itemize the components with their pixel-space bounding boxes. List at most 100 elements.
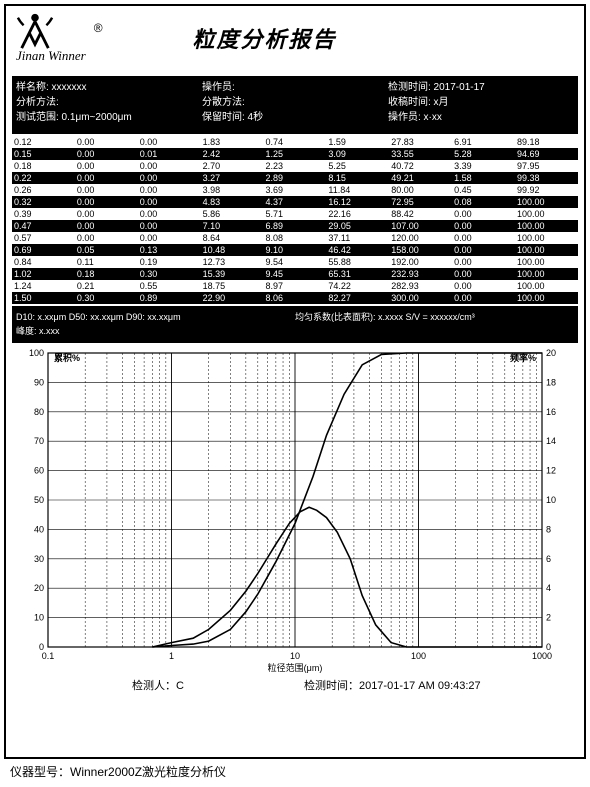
- info-line: 操作员: x·xx: [388, 110, 574, 125]
- table-cell: 120.00: [389, 232, 452, 244]
- table-cell: 5.28: [452, 148, 515, 160]
- table-row: 0.150.000.012.421.253.0933.555.2894.69: [12, 148, 578, 160]
- time-label: 检测时间：: [304, 680, 359, 692]
- brand-text: Jinan Winner: [16, 48, 86, 64]
- svg-text:1: 1: [169, 651, 174, 661]
- info-line: 操作员:: [202, 80, 388, 95]
- table-cell: 100.00: [515, 196, 578, 208]
- svg-text:20: 20: [34, 583, 44, 593]
- svg-text:20: 20: [546, 348, 556, 358]
- table-row: 0.840.110.1912.739.5455.88192.000.00100.…: [12, 256, 578, 268]
- table-cell: 2.70: [201, 160, 264, 172]
- info-col-3: 检测时间: 2017-01-17 收稿时间: x月 操作员: x·xx: [388, 80, 574, 130]
- info-line: 收稿时间: x月: [388, 95, 574, 110]
- info-col-1: 样名称: xxxxxxx 分析方法: 测试范围: 0.1μm~2000μm: [16, 80, 202, 130]
- table-cell: 0.18: [12, 160, 75, 172]
- svg-text:粒径范围(μm): 粒径范围(μm): [268, 662, 323, 673]
- footer-meta: 检测人：C 检测时间：2017-01-17 AM 09:43:27: [12, 677, 578, 693]
- table-cell: 0.05: [75, 244, 138, 256]
- table-cell: 1.50: [12, 292, 75, 304]
- table-cell: 300.00: [389, 292, 452, 304]
- table-cell: 88.42: [389, 208, 452, 220]
- table-cell: 0.00: [452, 256, 515, 268]
- table-cell: 22.90: [201, 292, 264, 304]
- table-cell: 282.93: [389, 280, 452, 292]
- table-cell: 0.32: [12, 196, 75, 208]
- registered-mark: ®: [94, 21, 103, 35]
- table-cell: 100.00: [515, 220, 578, 232]
- table-cell: 0.00: [75, 160, 138, 172]
- instrument-line: 仪器型号：Winner2000Z激光粒度分析仪: [10, 763, 580, 780]
- report-title: 粒度分析报告: [193, 22, 337, 54]
- table-cell: 99.92: [515, 184, 578, 196]
- table-cell: 80.00: [389, 184, 452, 196]
- table-row: 0.260.000.003.983.6911.8480.000.4599.92: [12, 184, 578, 196]
- table-row: 1.240.210.5518.758.9774.22282.930.00100.…: [12, 280, 578, 292]
- svg-text:16: 16: [546, 407, 556, 417]
- svg-text:10: 10: [546, 495, 556, 505]
- table-cell: 0.39: [12, 208, 75, 220]
- table-cell: 100.00: [515, 244, 578, 256]
- report-header: Jinan Winner ® 粒度分析报告: [6, 6, 584, 70]
- table-cell: 49.21: [389, 172, 452, 184]
- table-cell: 192.00: [389, 256, 452, 268]
- info-bar: 样名称: xxxxxxx 分析方法: 测试范围: 0.1μm~2000μm 操作…: [12, 76, 578, 134]
- svg-text:2: 2: [546, 612, 551, 622]
- summary-line: 峰度: x.xxx: [16, 324, 295, 338]
- table-cell: 97.95: [515, 160, 578, 172]
- info-col-2: 操作员: 分散方法: 保留时间: 4秒: [202, 80, 388, 130]
- svg-text:1000: 1000: [532, 651, 552, 661]
- table-cell: 0.00: [75, 148, 138, 160]
- table-row: 0.120.000.001.830.741.5927.836.9189.18: [12, 136, 578, 148]
- table-cell: 33.55: [389, 148, 452, 160]
- svg-text:12: 12: [546, 465, 556, 475]
- table-cell: 9.10: [264, 244, 327, 256]
- svg-text:6: 6: [546, 554, 551, 564]
- table-cell: 0.57: [12, 232, 75, 244]
- table-cell: 0.00: [452, 244, 515, 256]
- svg-text:18: 18: [546, 377, 556, 387]
- svg-text:14: 14: [546, 436, 556, 446]
- table-cell: 0.30: [138, 268, 201, 280]
- summary-line: 均匀系数(比表面积): x.xxxx S/V = xxxxxx/cm³: [295, 310, 574, 324]
- instrument-label: 仪器型号：: [10, 765, 70, 779]
- table-cell: 0.00: [452, 208, 515, 220]
- table-cell: 8.15: [326, 172, 389, 184]
- table-cell: 10.48: [201, 244, 264, 256]
- table-cell: 5.25: [326, 160, 389, 172]
- data-table-container: 0.120.000.001.830.741.5927.836.9189.180.…: [12, 136, 578, 304]
- table-cell: 0.15: [12, 148, 75, 160]
- svg-text:50: 50: [34, 495, 44, 505]
- table-cell: 0.12: [12, 136, 75, 148]
- table-cell: 0.00: [138, 220, 201, 232]
- table-cell: 8.08: [264, 232, 327, 244]
- table-cell: 11.84: [326, 184, 389, 196]
- summary-right: 均匀系数(比表面积): x.xxxx S/V = xxxxxx/cm³: [295, 310, 574, 339]
- table-cell: 3.09: [326, 148, 389, 160]
- table-cell: 0.11: [75, 256, 138, 268]
- table-cell: 7.10: [201, 220, 264, 232]
- table-cell: 0.13: [138, 244, 201, 256]
- svg-text:10: 10: [290, 651, 300, 661]
- table-cell: 0.01: [138, 148, 201, 160]
- info-line: 分散方法:: [202, 95, 388, 110]
- instrument-value: Winner2000Z激光粒度分析仪: [70, 765, 226, 779]
- table-row: 0.470.000.007.106.8929.05107.000.00100.0…: [12, 220, 578, 232]
- operator-label: 检测人：: [132, 680, 176, 692]
- table-cell: 6.91: [452, 136, 515, 148]
- table-cell: 4.37: [264, 196, 327, 208]
- table-cell: 9.54: [264, 256, 327, 268]
- table-row: 0.570.000.008.648.0837.11120.000.00100.0…: [12, 232, 578, 244]
- table-cell: 1.25: [264, 148, 327, 160]
- table-row: 0.220.000.003.272.898.1549.211.5899.38: [12, 172, 578, 184]
- summary-line: D10: x.xxμm D50: xx.xxμm D90: xx.xxμm: [16, 310, 295, 324]
- table-row: 0.390.000.005.865.7122.1688.420.00100.00: [12, 208, 578, 220]
- table-cell: 74.22: [326, 280, 389, 292]
- svg-text:90: 90: [34, 377, 44, 387]
- table-cell: 0.69: [12, 244, 75, 256]
- table-cell: 4.83: [201, 196, 264, 208]
- table-cell: 100.00: [515, 256, 578, 268]
- logo-area: Jinan Winner: [16, 12, 86, 64]
- table-cell: 0.21: [75, 280, 138, 292]
- table-cell: 16.12: [326, 196, 389, 208]
